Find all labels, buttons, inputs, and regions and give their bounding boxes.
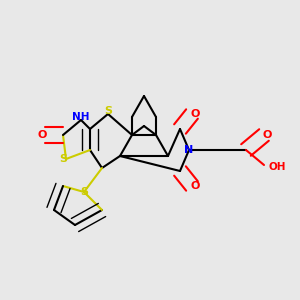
Text: N: N (184, 145, 194, 155)
Text: NH: NH (72, 112, 90, 122)
Text: O: O (37, 130, 47, 140)
Text: S: S (80, 187, 88, 197)
Text: O: O (190, 181, 200, 191)
Text: OH: OH (268, 161, 286, 172)
Text: S: S (104, 106, 112, 116)
Text: O: O (190, 109, 200, 119)
Text: O: O (262, 130, 272, 140)
Text: S: S (59, 154, 67, 164)
